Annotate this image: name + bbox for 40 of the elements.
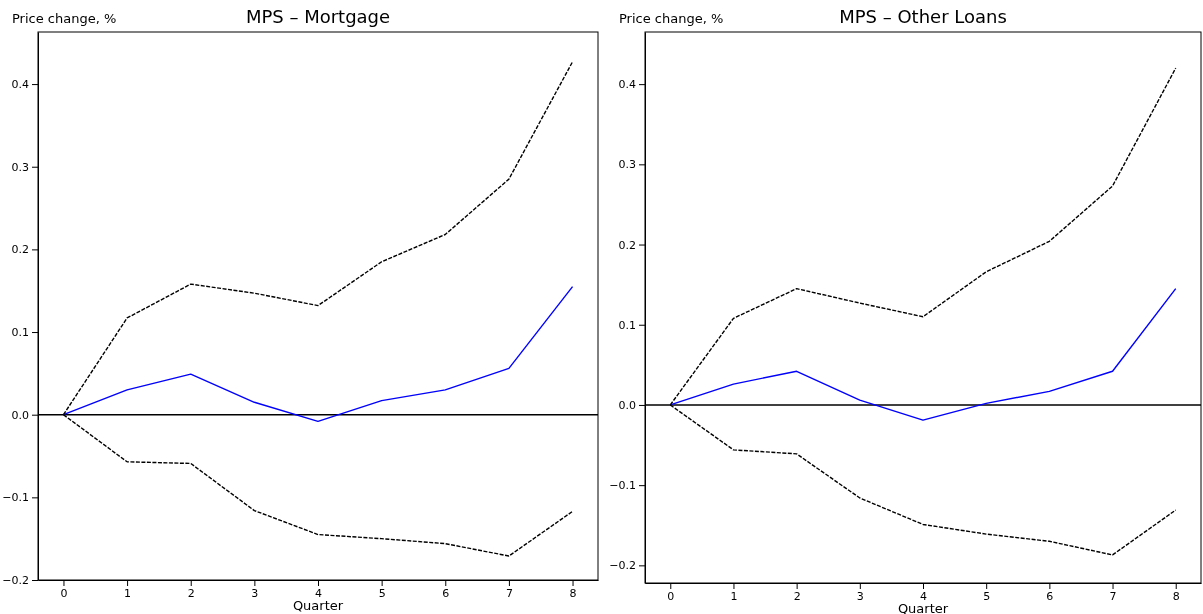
x-tick-label: 8 [1172,589,1180,603]
x-tick-label: 6 [1046,589,1054,603]
y-tick-label: 0.1 [618,318,636,332]
y-tick-label: −0.2 [2,574,29,588]
chart-title: MPS – Other Loans [839,6,1007,27]
y-tick-label: 0.0 [618,398,636,412]
x-tick-label: 8 [569,586,577,600]
x-tick-label: 2 [187,586,195,600]
x-tick-label: 0 [667,589,675,603]
x-tick-label: 3 [856,589,864,603]
x-tick-label: 5 [378,586,386,600]
y-tick-label: 0.3 [618,158,636,172]
x-tick-label: 2 [793,589,801,603]
y-tick-label: −0.2 [609,559,636,573]
x-axis-title: Quarter [897,601,949,614]
x-tick-label: 1 [124,586,132,600]
y-tick-label: 0.3 [11,160,29,174]
x-tick-label: 4 [920,589,927,603]
x-tick-label: 0 [60,586,68,600]
y-tick-label: 0.0 [11,408,29,422]
x-tick-label: 5 [983,589,991,603]
y-axis-title: Price change, % [619,11,724,26]
y-tick-label: 0.4 [11,78,29,92]
chart-title: MPS – Mortgage [245,6,391,27]
y-tick-label: 0.1 [11,326,29,340]
y-tick-label: −0.1 [2,491,29,505]
x-tick-label: 7 [1109,589,1117,603]
x-tick-label: 1 [730,589,738,603]
x-tick-label: 4 [315,586,322,600]
y-tick-label: 0.2 [11,243,29,257]
x-axis-title: Quarter [292,598,344,613]
y-tick-label: 0.4 [618,78,636,92]
line-series [62,285,574,422]
line-series [669,287,1177,421]
y-tick-label: −0.1 [609,479,636,493]
x-tick-label: 3 [251,586,259,600]
y-tick-label: 0.2 [618,238,636,252]
x-tick-label: 7 [505,586,513,600]
y-axis-title: Price change, % [12,11,117,26]
x-tick-label: 6 [442,586,450,600]
